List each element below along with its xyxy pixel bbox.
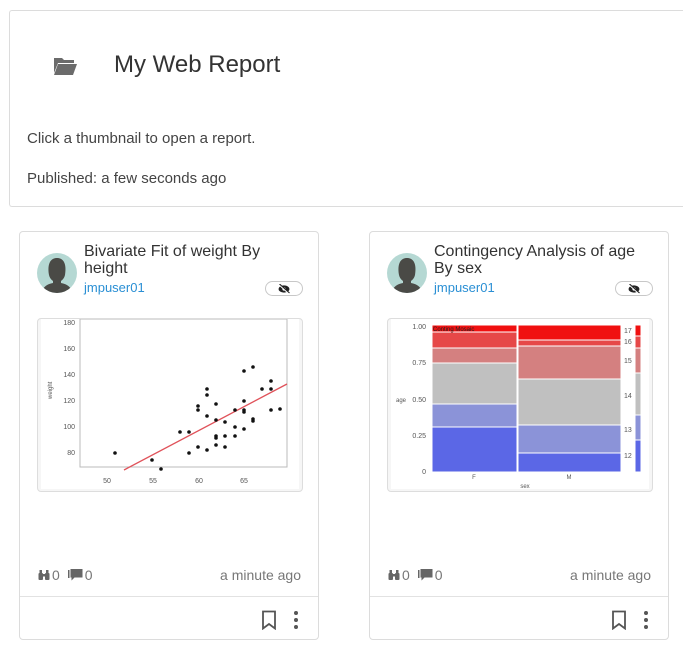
visibility-badge[interactable] — [265, 281, 303, 296]
report-card[interactable]: Contingency Analysis of age By sex jmpus… — [369, 231, 669, 640]
svg-text:14: 14 — [624, 393, 632, 400]
card-title[interactable]: Bivariate Fit of weight By height — [84, 243, 261, 277]
bookmark-icon[interactable] — [611, 610, 627, 630]
svg-text:sex: sex — [520, 484, 529, 490]
visibility-badge[interactable] — [615, 281, 653, 296]
author-link[interactable]: jmpuser01 — [434, 280, 495, 295]
card-stats: 0 0 — [388, 567, 451, 583]
svg-text:100: 100 — [63, 424, 75, 431]
svg-text:50: 50 — [103, 478, 111, 485]
comments-icon — [67, 568, 83, 580]
user-avatar-icon — [391, 258, 423, 293]
report-header: My Web Report Click a thumbnail to open … — [9, 10, 683, 207]
svg-text:0.25: 0.25 — [412, 433, 426, 440]
avatar — [387, 253, 427, 293]
views-stat: 0 — [388, 567, 410, 583]
card-timestamp: a minute ago — [220, 567, 301, 583]
eye-off-icon — [278, 283, 290, 294]
svg-text:160: 160 — [63, 346, 75, 353]
svg-text:120: 120 — [63, 398, 75, 405]
report-hint: Click a thumbnail to open a report. — [27, 130, 256, 147]
comments-stat: 0 — [417, 567, 443, 583]
binoculars-icon — [388, 570, 400, 580]
user-avatar-icon — [41, 258, 73, 293]
card-timestamp: a minute ago — [570, 567, 651, 583]
comments-stat: 0 — [67, 567, 93, 583]
mosaic-chart: 1.00 0.75 0.50 0.25 0 age — [391, 319, 649, 490]
bookmark-icon[interactable] — [261, 610, 277, 630]
divider — [20, 596, 318, 597]
more-options-icon[interactable] — [641, 609, 651, 631]
svg-text:12: 12 — [624, 453, 632, 460]
binoculars-icon — [38, 570, 50, 580]
scatter-chart: weight 180 160 140 120 100 80 50 55 60 6… — [41, 319, 299, 489]
data-points — [113, 365, 282, 471]
svg-text:Conting Mosaic: Conting Mosaic — [433, 327, 474, 333]
eye-off-icon — [628, 283, 640, 294]
author-link[interactable]: jmpuser01 — [84, 280, 145, 295]
svg-text:weight: weight — [48, 381, 54, 400]
svg-text:13: 13 — [624, 427, 632, 434]
published-status: Published: a few seconds ago — [27, 170, 227, 187]
views-count: 0 — [52, 567, 60, 583]
svg-text:16: 16 — [624, 339, 632, 346]
divider — [370, 596, 668, 597]
card-stats: 0 0 — [38, 567, 101, 583]
svg-text:1.00: 1.00 — [412, 324, 426, 331]
svg-text:60: 60 — [195, 478, 203, 485]
report-card[interactable]: Bivariate Fit of weight By height jmpuse… — [19, 231, 319, 640]
avatar — [37, 253, 77, 293]
svg-text:0.75: 0.75 — [412, 360, 426, 367]
svg-text:0.50: 0.50 — [412, 397, 426, 404]
report-thumbnail[interactable]: weight 180 160 140 120 100 80 50 55 60 6… — [37, 318, 303, 492]
comments-count: 0 — [84, 567, 93, 583]
svg-text:55: 55 — [149, 478, 157, 485]
views-stat: 0 — [38, 567, 60, 583]
svg-text:0: 0 — [422, 469, 426, 476]
svg-text:140: 140 — [63, 372, 75, 379]
card-title[interactable]: Contingency Analysis of age By sex — [434, 243, 636, 277]
report-title: My Web Report — [114, 51, 281, 78]
comments-icon — [417, 568, 433, 580]
svg-text:17: 17 — [624, 328, 632, 335]
svg-text:65: 65 — [240, 478, 248, 485]
report-thumbnail[interactable]: 1.00 0.75 0.50 0.25 0 age — [387, 318, 653, 492]
svg-text:80: 80 — [67, 450, 75, 457]
svg-text:age: age — [396, 398, 407, 404]
more-options-icon[interactable] — [291, 609, 301, 631]
svg-text:15: 15 — [624, 358, 632, 365]
folder-open-icon — [54, 58, 77, 75]
comments-count: 0 — [434, 567, 443, 583]
views-count: 0 — [402, 567, 410, 583]
svg-text:F: F — [472, 475, 476, 481]
svg-text:M: M — [567, 475, 572, 481]
svg-text:180: 180 — [63, 320, 75, 327]
